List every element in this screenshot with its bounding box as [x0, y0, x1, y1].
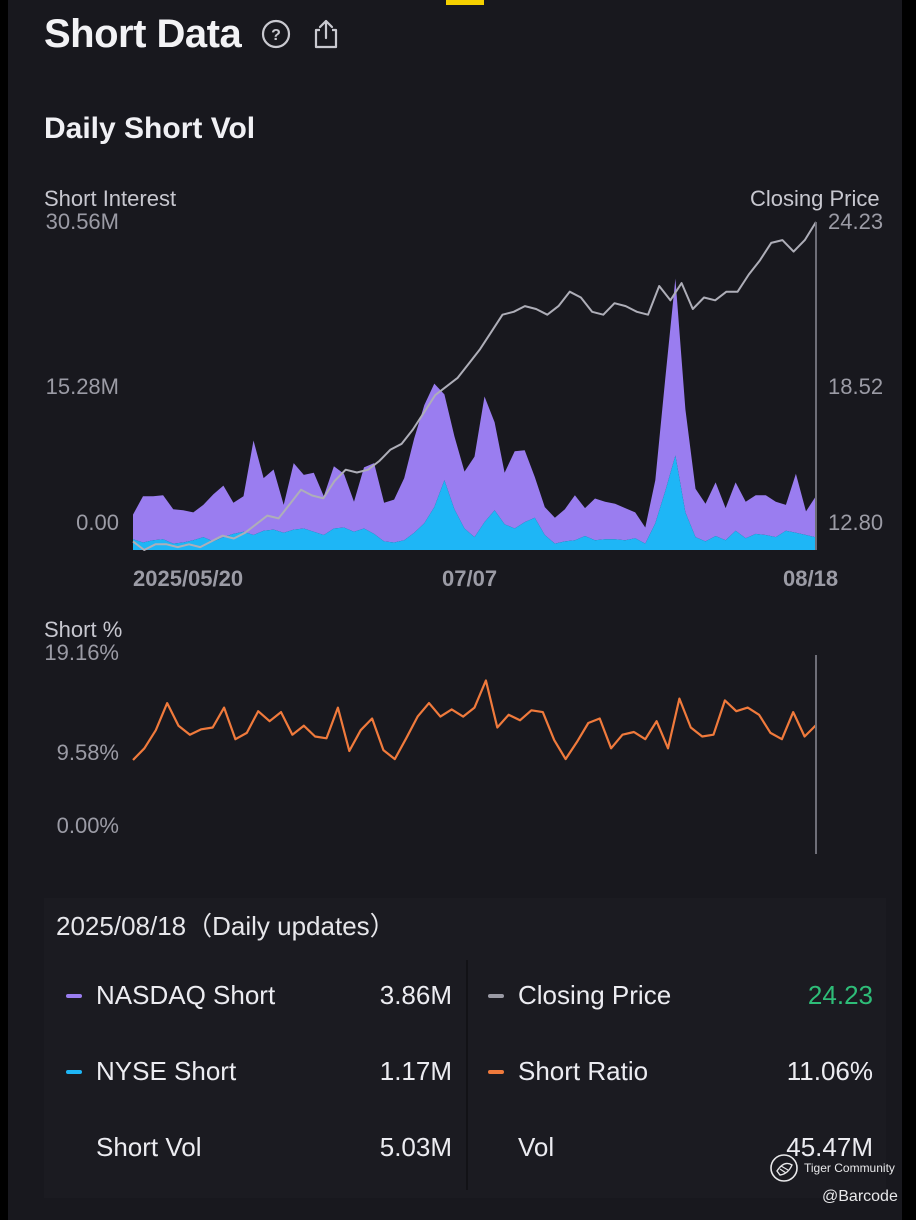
right-edge	[902, 0, 916, 1220]
right-tick-label: 24.23	[828, 209, 884, 234]
right-ticks-clip: 24.23 18.52 12.80	[826, 200, 886, 540]
left-tick-label: 30.56M	[45, 209, 119, 234]
closing-price-line	[132, 221, 817, 551]
legend-value: 1.17M	[379, 1056, 452, 1086]
header: Short Data ?	[44, 10, 343, 58]
legend-nyse-short: NYSE Short	[66, 1056, 236, 1087]
x-tick-label: 2025/05/20	[133, 566, 244, 591]
legend-value: 5.03M	[379, 1132, 452, 1162]
short-pct-axis-label: Short %	[44, 617, 123, 642]
tiger-logo-icon	[770, 1154, 798, 1182]
legend-nasdaq-short: NASDAQ Short	[66, 980, 275, 1011]
watermark: Tiger Community	[768, 1152, 895, 1184]
short-ratio-line	[132, 679, 817, 761]
x-tick-label: 08/18	[783, 566, 839, 591]
short-volume-chart	[132, 221, 817, 551]
summary-date: 2025/08/18（Daily updates）	[56, 911, 396, 941]
closing-price-swatch	[488, 993, 504, 998]
legend-label: Short Vol	[96, 1132, 202, 1162]
legend-label: Short Ratio	[518, 1056, 649, 1086]
legend-short-vol: Short Vol	[96, 1132, 202, 1163]
left-edge	[0, 0, 8, 1220]
section-title: Daily Short Vol	[44, 112, 256, 145]
short-pct-tick-label: 19.16%	[44, 640, 119, 665]
right-tick-label: 12.80	[828, 510, 884, 535]
charts-canvas	[132, 221, 817, 854]
nyse-swatch	[66, 1069, 82, 1074]
page-title: Short Data	[44, 11, 242, 56]
legend-label: Closing Price	[518, 980, 672, 1010]
summary-panel	[44, 898, 886, 1198]
x-tick-label: 07/07	[442, 566, 498, 591]
watermark-brand: Tiger Community	[804, 1161, 895, 1175]
share-icon[interactable]	[309, 17, 343, 51]
short-pct-tick-label: 9.58%	[56, 740, 119, 765]
nyse-short-area	[133, 455, 816, 550]
legend-value: 45.47M	[786, 1132, 873, 1162]
short-pct-tick-label: 0.00%	[56, 813, 119, 838]
legend-label: Vol	[518, 1132, 555, 1162]
right-axis-label: Closing Price	[750, 186, 880, 211]
short-percent-chart	[132, 655, 817, 854]
svg-text:?: ?	[271, 27, 281, 44]
question-circle-icon[interactable]: ?	[259, 17, 293, 51]
legend-value: 11.06%	[786, 1056, 873, 1086]
legend-label: NASDAQ Short	[96, 980, 276, 1010]
legend-value: 24.23	[807, 980, 873, 1010]
short-ratio-swatch	[488, 1069, 504, 1074]
legend-closing-price: Closing Price	[488, 980, 671, 1011]
nasdaq-swatch	[66, 993, 82, 998]
legend-label: NYSE Short	[96, 1056, 237, 1086]
legend-vol: Vol	[518, 1132, 554, 1163]
top-marker	[446, 0, 484, 5]
legend-short-ratio: Short Ratio	[488, 1056, 648, 1087]
left-tick-label: 15.28M	[45, 374, 119, 399]
nasdaq-short-area	[133, 278, 816, 544]
left-axis-label: Short Interest	[44, 186, 177, 211]
right-tick-label: 18.52	[828, 374, 884, 399]
summary-divider	[466, 960, 468, 1190]
legend-value: 3.86M	[379, 980, 452, 1010]
watermark-handle: @Barcode	[822, 1188, 898, 1205]
left-tick-label: 0.00	[76, 510, 119, 535]
